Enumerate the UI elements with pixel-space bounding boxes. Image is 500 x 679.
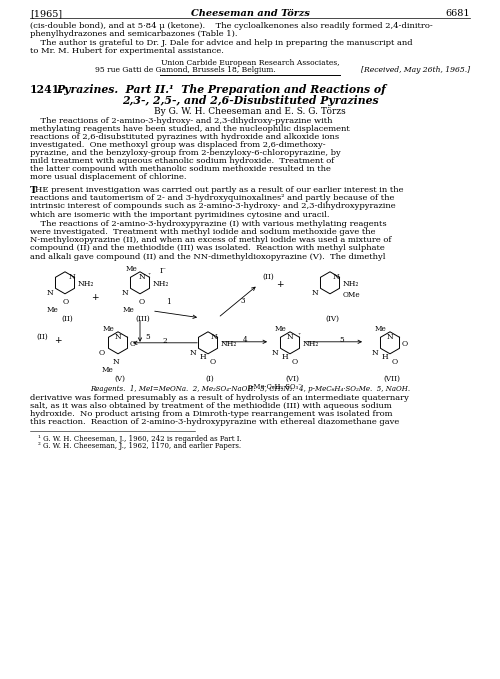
Text: p-Me·C₆H₄·SO₃⁻: p-Me·C₆H₄·SO₃⁻ xyxy=(248,383,302,391)
Text: 1241.: 1241. xyxy=(30,84,64,95)
Text: 3: 3 xyxy=(241,297,245,305)
Text: methylating reagents have been studied, and the nucleophilic displacement: methylating reagents have been studied, … xyxy=(30,125,350,133)
Text: O: O xyxy=(130,340,136,348)
Text: mild treatment with aqueous ethanolic sodium hydroxide.  Treatment of: mild treatment with aqueous ethanolic so… xyxy=(30,157,334,165)
Text: N: N xyxy=(69,273,76,281)
Text: +: + xyxy=(276,280,284,289)
Text: Me: Me xyxy=(274,325,286,333)
Text: N: N xyxy=(311,289,318,297)
Text: Me: Me xyxy=(374,325,386,333)
Text: Union Carbide European Research Associates,: Union Carbide European Research Associat… xyxy=(160,59,340,67)
Text: 6681: 6681 xyxy=(446,9,470,18)
Text: T: T xyxy=(30,186,37,195)
Text: NH₂: NH₂ xyxy=(221,340,238,348)
Text: reactions of 2,6-disubstituted pyrazines with hydroxide and alkoxide ions: reactions of 2,6-disubstituted pyrazines… xyxy=(30,133,339,141)
Text: N: N xyxy=(46,289,53,297)
Text: O: O xyxy=(392,358,398,366)
Text: HE present investigation was carried out partly as a result of our earlier inter: HE present investigation was carried out… xyxy=(35,186,404,194)
Text: (III): (III) xyxy=(136,315,150,323)
Text: Me: Me xyxy=(125,265,137,273)
Text: OMe: OMe xyxy=(343,291,360,299)
Text: O: O xyxy=(210,358,216,366)
Text: N: N xyxy=(286,333,294,341)
Text: ¹ G. W. H. Cheeseman, J., 1960, 242 is regarded as Part I.: ¹ G. W. H. Cheeseman, J., 1960, 242 is r… xyxy=(38,435,242,443)
Text: I⁻: I⁻ xyxy=(160,267,167,275)
Text: the latter compound with methanolic sodium methoxide resulted in the: the latter compound with methanolic sodi… xyxy=(30,165,331,173)
Text: O: O xyxy=(139,298,145,306)
Text: 5: 5 xyxy=(145,333,150,341)
Text: O: O xyxy=(292,358,298,366)
Text: N: N xyxy=(333,273,340,281)
Text: O: O xyxy=(63,298,69,306)
Text: The reactions of 2-amino-3-hydroxy- and 2,3-dihydroxy-pyrazine with: The reactions of 2-amino-3-hydroxy- and … xyxy=(30,117,332,125)
Text: N: N xyxy=(114,333,121,341)
Text: investigated.  One methoxyl group was displaced from 2,6-dimethoxy-: investigated. One methoxyl group was dis… xyxy=(30,141,326,149)
Text: salt, as it was also obtained by treatment of the methiodide (III) with aqueous : salt, as it was also obtained by treatme… xyxy=(30,402,392,410)
Text: were investigated.  Treatment with methyl iodide and sodium methoxide gave the: were investigated. Treatment with methyl… xyxy=(30,228,376,236)
Text: 1: 1 xyxy=(166,298,170,306)
Text: Pyrazines.  Part II.¹  The Preparation and Reactions of: Pyrazines. Part II.¹ The Preparation and… xyxy=(56,84,386,95)
Text: (cis-double bond), and at 5·84 μ (ketone).    The cycloalkenones also readily fo: (cis-double bond), and at 5·84 μ (ketone… xyxy=(30,22,433,30)
Text: H: H xyxy=(382,353,388,361)
Text: N: N xyxy=(371,349,378,356)
Text: N: N xyxy=(112,358,119,366)
Text: +: + xyxy=(54,336,62,345)
Text: N: N xyxy=(138,273,145,281)
Text: H: H xyxy=(200,353,206,361)
Text: By G. W. H. Cheeseman and E. S. G. Törzs: By G. W. H. Cheeseman and E. S. G. Törzs xyxy=(154,107,346,116)
Text: NH₂: NH₂ xyxy=(78,280,94,288)
Text: N: N xyxy=(271,349,278,356)
Text: pyrazine, and the benzyloxy-group from 2-benzyloxy-6-chloropyrazine, by: pyrazine, and the benzyloxy-group from 2… xyxy=(30,149,341,157)
Text: (II): (II) xyxy=(36,333,48,341)
Text: Me: Me xyxy=(101,366,113,374)
Text: [Received, May 26th, 1965.]: [Received, May 26th, 1965.] xyxy=(361,66,470,74)
Text: derivative was formed presumably as a result of hydrolysis of an intermediate qu: derivative was formed presumably as a re… xyxy=(30,394,409,402)
Text: (VI): (VI) xyxy=(285,375,299,383)
Text: 5: 5 xyxy=(340,336,344,344)
Text: O: O xyxy=(402,340,408,348)
Text: more usual displacement of chlorine.: more usual displacement of chlorine. xyxy=(30,173,186,181)
Text: which are isomeric with the important pyrimidines cytosine and uracil.: which are isomeric with the important py… xyxy=(30,210,330,219)
Text: Reagents.  1, MeI=MeONa.  2, Me₂SO₄-NaOH.  3, CH₂N₂.  4, p-MeC₆H₄·SO₂Me.  5, NaO: Reagents. 1, MeI=MeONa. 2, Me₂SO₄-NaOH. … xyxy=(90,385,410,392)
Text: reactions and tautomerism of 2- and 3-hydroxyquinoxalines² and partly because of: reactions and tautomerism of 2- and 3-hy… xyxy=(30,194,395,202)
Text: phenylhydrazones and semicarbazones (Table 1).: phenylhydrazones and semicarbazones (Tab… xyxy=(30,30,238,38)
Text: Me: Me xyxy=(102,325,114,333)
Text: (I): (I) xyxy=(206,375,214,383)
Text: Cheeseman and Törzs: Cheeseman and Törzs xyxy=(190,9,310,18)
Text: NH₂: NH₂ xyxy=(343,280,359,288)
Text: N: N xyxy=(121,289,128,297)
Text: (V): (V) xyxy=(114,375,126,383)
Text: intrinsic interest of compounds such as 2-amino-3-hydroxy- and 2,3-dihydroxypyra: intrinsic interest of compounds such as … xyxy=(30,202,396,210)
Text: hydroxide.  No product arising from a Dimroth-type rearrangement was isolated fr: hydroxide. No product arising from a Dim… xyxy=(30,410,393,418)
Text: 2,3-, 2,5-, and 2,6-Disubstituted Pyrazines: 2,3-, 2,5-, and 2,6-Disubstituted Pyrazi… xyxy=(122,95,378,106)
Text: and alkali gave compound (II) and the NN-dimethyldioxopyrazine (V).  The dimethy: and alkali gave compound (II) and the NN… xyxy=(30,253,386,261)
Text: N: N xyxy=(211,333,218,341)
Text: (VII): (VII) xyxy=(384,375,400,383)
Text: O: O xyxy=(99,349,105,356)
Text: The reactions of 2-amino-3-hydroxypyrazine (I) with various methylating reagents: The reactions of 2-amino-3-hydroxypyrazi… xyxy=(30,220,387,227)
Text: compound (II) and the methiodide (III) was isolated.  Reaction with methyl sulph: compound (II) and the methiodide (III) w… xyxy=(30,244,385,253)
Text: NH₂: NH₂ xyxy=(153,280,170,288)
Text: N-methyloxopyrazine (II), and when an excess of methyl iodide was used a mixture: N-methyloxopyrazine (II), and when an ex… xyxy=(30,236,392,244)
Text: The author is grateful to Dr. J. Dale for advice and help in preparing the manus: The author is grateful to Dr. J. Dale fo… xyxy=(30,39,412,47)
Text: 4: 4 xyxy=(242,336,248,344)
Text: +: + xyxy=(91,293,99,301)
Text: ⁺: ⁺ xyxy=(148,273,151,278)
Text: ⁺: ⁺ xyxy=(298,333,301,337)
Text: (II): (II) xyxy=(262,273,274,281)
Text: N: N xyxy=(386,333,394,341)
Text: (II): (II) xyxy=(61,315,73,323)
Text: Me: Me xyxy=(122,306,134,314)
Text: N: N xyxy=(189,349,196,356)
Text: H: H xyxy=(282,353,288,361)
Text: 95 rue Gatti de Gamond, Brussels 18, Belgium.: 95 rue Gatti de Gamond, Brussels 18, Bel… xyxy=(94,66,276,74)
Text: ² G. W. H. Cheeseman, J., 1962, 1170, and earlier Papers.: ² G. W. H. Cheeseman, J., 1962, 1170, an… xyxy=(38,441,241,449)
Text: Me: Me xyxy=(46,306,58,314)
Text: to Mr. M. Hubert for experimental assistance.: to Mr. M. Hubert for experimental assist… xyxy=(30,47,224,55)
Text: [1965]: [1965] xyxy=(30,9,62,18)
Text: this reaction.  Reaction of 2-amino-3-hydroxypyrazine with ethereal diazomethane: this reaction. Reaction of 2-amino-3-hyd… xyxy=(30,418,399,426)
Text: NH₂: NH₂ xyxy=(303,340,320,348)
Text: (IV): (IV) xyxy=(325,315,339,323)
Text: 2: 2 xyxy=(162,337,168,345)
